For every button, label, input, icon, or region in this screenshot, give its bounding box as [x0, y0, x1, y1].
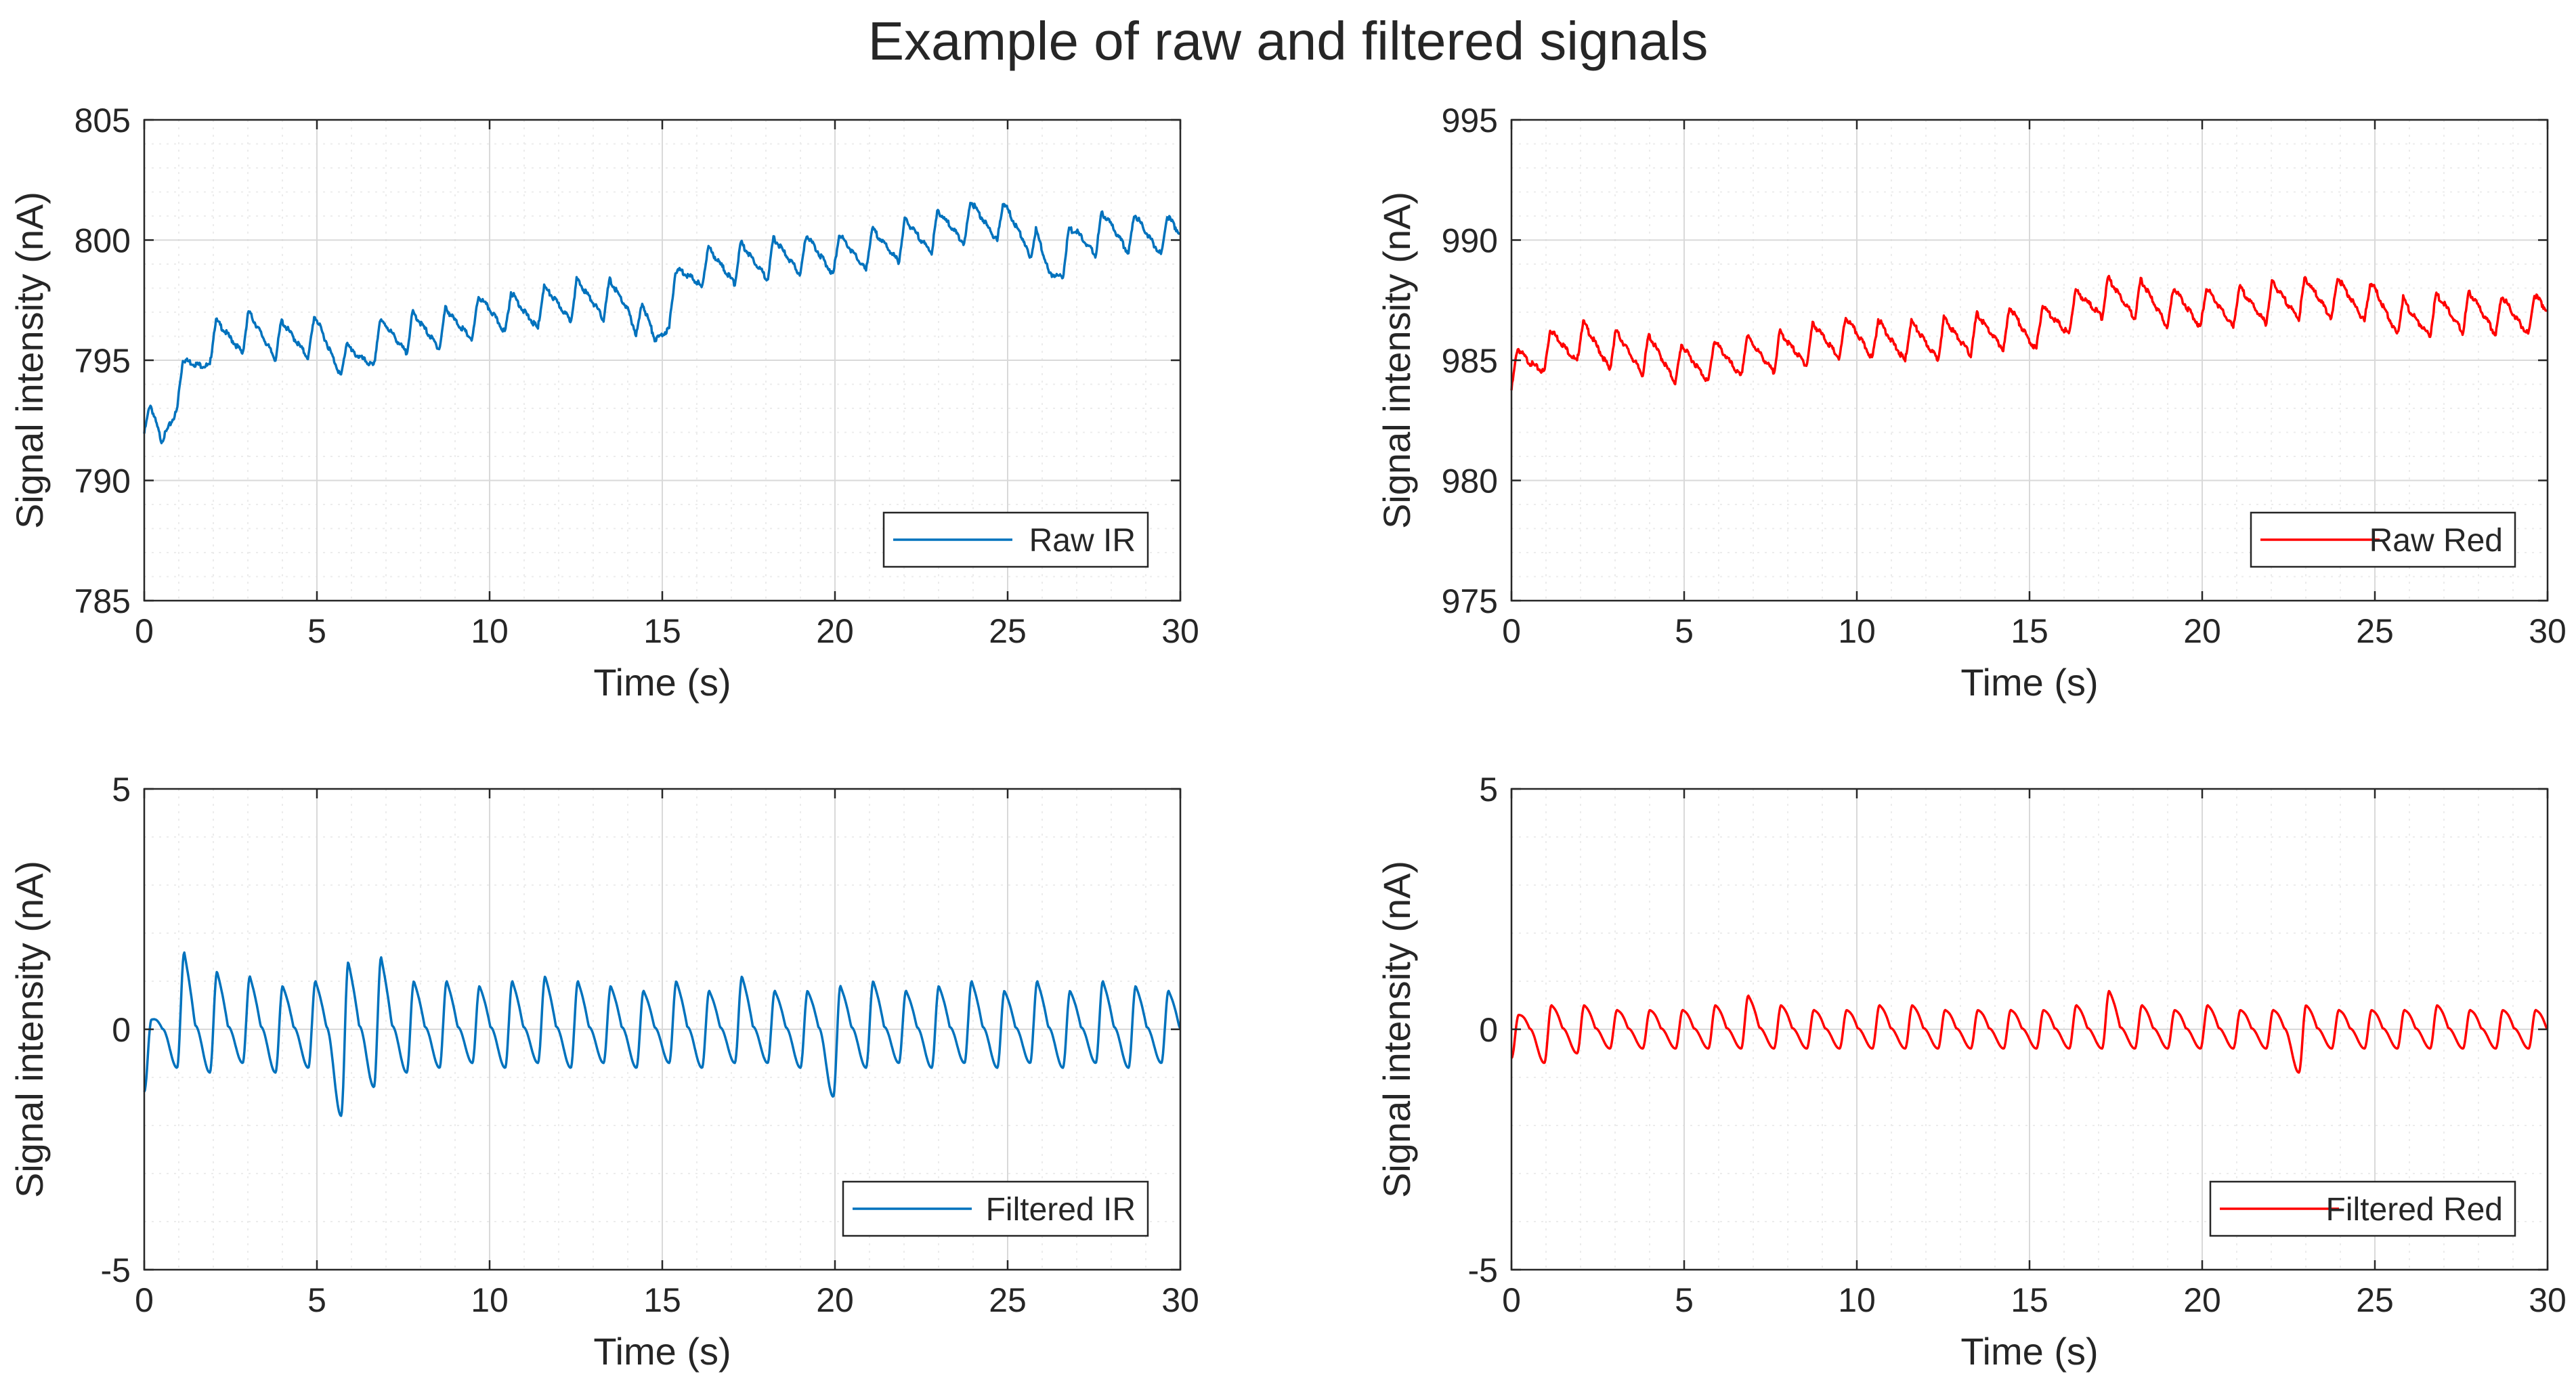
series-line-raw-ir: [143, 201, 1181, 445]
y-axis-label: Signal intensity (nA): [1375, 861, 1418, 1198]
y-axis-label: Signal intensity (nA): [8, 192, 51, 529]
chart-panel-raw-red: 0 5 10 15 20 25 30 975 980 985 990 995 Time (s) Signa…: [1375, 102, 2567, 704]
x-axis-label: Time (s): [1960, 1330, 2098, 1373]
x-tick-label: 15: [643, 612, 681, 650]
y-tick-label: 990: [1442, 222, 1498, 260]
y-tick-label: 800: [74, 222, 131, 260]
series-line-filtered-red: [1510, 989, 2548, 1074]
x-tick-label: 20: [2183, 612, 2221, 650]
x-tick-label: 0: [1502, 612, 1521, 650]
x-tick-label: 10: [1838, 1281, 1876, 1319]
x-tick-label: 30: [1161, 1281, 1199, 1319]
x-tick-label: 10: [1838, 612, 1876, 650]
x-tick-label: 5: [307, 612, 326, 650]
series-line-filtered-ir: [143, 951, 1181, 1117]
y-tick-label: 975: [1442, 582, 1498, 620]
y-tick-label: 0: [112, 1011, 131, 1049]
x-axis-label: Time (s): [1960, 661, 2098, 704]
y-tick-label: 785: [74, 582, 131, 620]
x-tick-label: 15: [2011, 1281, 2048, 1319]
x-tick-label: 30: [2529, 1281, 2567, 1319]
x-tick-label: 25: [989, 612, 1027, 650]
y-tick-label: 790: [74, 463, 131, 500]
y-tick-label: 5: [1479, 771, 1498, 809]
x-tick-label: 30: [1161, 612, 1199, 650]
legend: Raw Red: [2250, 511, 2516, 568]
legend-label: Raw IR: [1029, 523, 1136, 559]
x-tick-label: 20: [2183, 1281, 2221, 1319]
y-tick-label: -5: [1468, 1251, 1498, 1289]
y-tick-label: 995: [1442, 102, 1498, 139]
y-axis-label: Signal intensity (nA): [1375, 192, 1418, 529]
y-tick-label: 980: [1442, 463, 1498, 500]
x-tick-label: 5: [307, 1281, 326, 1319]
x-axis-label: Time (s): [593, 661, 731, 704]
x-tick-label: 20: [816, 1281, 854, 1319]
x-tick-label: 30: [2529, 612, 2567, 650]
y-tick-label: 805: [74, 102, 131, 139]
x-tick-label: 15: [2011, 612, 2048, 650]
legend-label: Filtered Red: [2326, 1192, 2503, 1228]
x-tick-label: 25: [2356, 1281, 2394, 1319]
legend: Filtered Red: [2209, 1180, 2516, 1237]
chart-panel-raw-ir: 0 5 10 15 20 25 30 785 790 795 800 805 Time (s) Signa…: [8, 102, 1199, 704]
x-tick-label: 25: [989, 1281, 1027, 1319]
x-tick-label: 15: [643, 1281, 681, 1319]
y-tick-label: -5: [101, 1251, 131, 1289]
legend: Raw IR: [882, 511, 1149, 568]
y-tick-label: 985: [1442, 342, 1498, 380]
figure-title: Example of raw and filtered signals: [868, 11, 1709, 71]
x-tick-label: 20: [816, 612, 854, 650]
series-line-raw-red: [1510, 274, 2548, 391]
y-tick-label: 0: [1479, 1011, 1498, 1049]
y-tick-label: 795: [74, 342, 131, 380]
x-tick-label: 10: [471, 612, 509, 650]
y-tick-label: 5: [112, 771, 131, 809]
legend-label: Raw Red: [2369, 523, 2503, 559]
x-tick-label: 10: [471, 1281, 509, 1319]
x-tick-label: 5: [1675, 612, 1694, 650]
x-tick-label: 0: [135, 612, 154, 650]
x-tick-label: 5: [1675, 1281, 1694, 1319]
y-axis-label: Signal intensity (nA): [8, 861, 51, 1198]
x-tick-label: 25: [2356, 612, 2394, 650]
legend: Filtered IR: [842, 1180, 1149, 1237]
x-tick-label: 0: [1502, 1281, 1521, 1319]
x-axis-label: Time (s): [593, 1330, 731, 1373]
legend-label: Filtered IR: [986, 1192, 1136, 1228]
x-tick-label: 0: [135, 1281, 154, 1319]
